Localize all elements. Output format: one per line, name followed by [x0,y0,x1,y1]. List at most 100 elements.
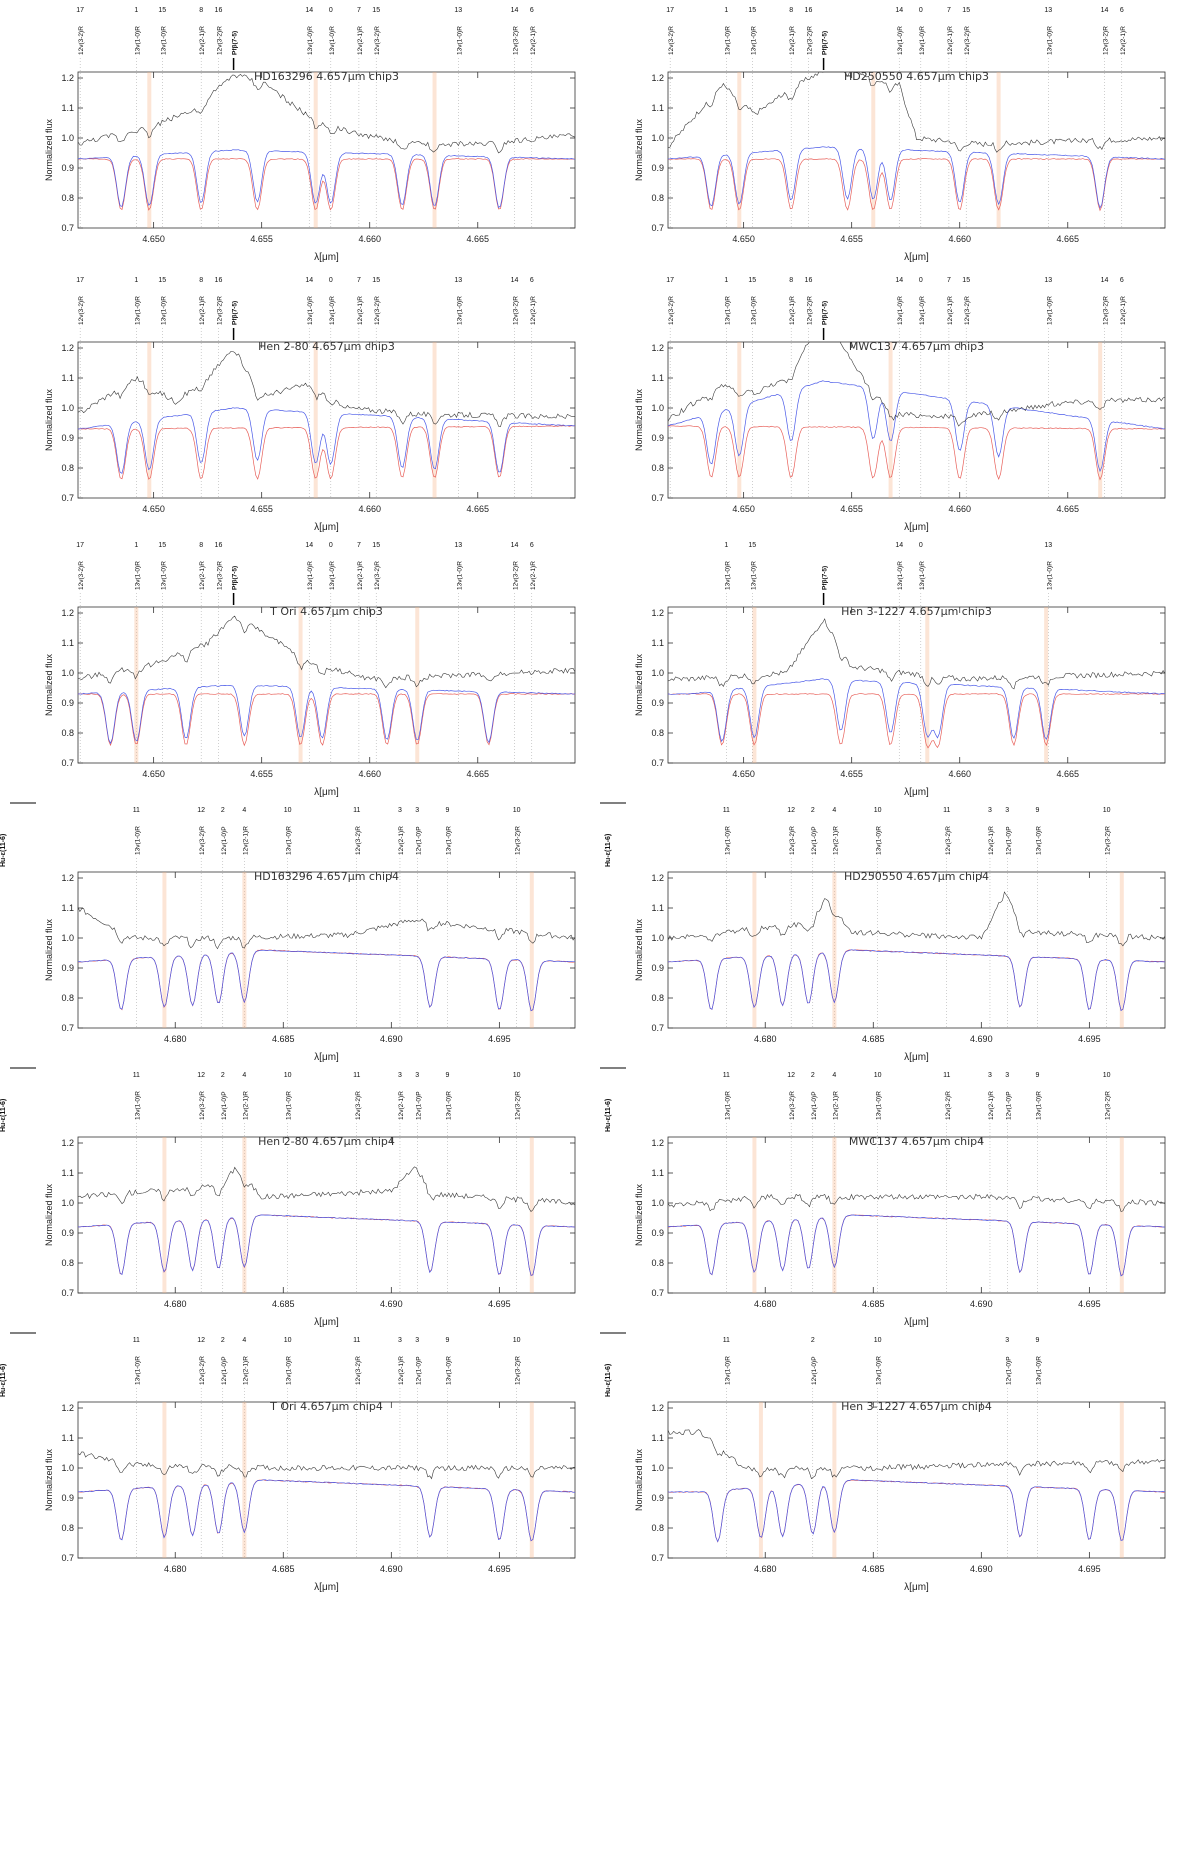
chart-title: MWC137 4.657μm chip3 [849,340,984,353]
line-id-label: 12v(3-2)R [512,26,519,55]
side-label: Hu-ε(11-6) [0,834,7,867]
plot-frame [667,341,1166,499]
y-tick-label: 0.9 [61,163,74,173]
y-tick-label: 1.0 [651,1198,664,1208]
x-tick-label: 4.680 [754,1564,777,1574]
line-id-group: 12v(1-0)P [221,1091,228,1120]
line-id-group: 13v(1-0)R [307,26,314,55]
x-tick-label: 4.665 [466,769,489,779]
line-id-group: 13v(1-0)R [1046,296,1053,325]
line-number-label: 3 [398,1072,402,1079]
line-id-group: 13v(1-0)R [160,26,167,55]
line-id-group: 12v(3-2)R [964,26,971,55]
plot-frame [77,871,576,1029]
line-number-label: 15 [372,277,380,284]
line-id-group: 12v(3-2)R [199,826,206,855]
x-tick-label: 4.695 [1078,1564,1101,1574]
model-blue-series [667,1214,1166,1277]
y-tick-label: 1.2 [651,608,664,618]
y-axis-label-group: Normalized flux [634,118,644,181]
model-red-series [667,425,1166,481]
spectrum-chart: Hu-ε(11-6) 11 13v(1-0)R 2 12v(1-0)P 10 13v(1-0… [600,1332,1166,1593]
y-tick-label: 1.1 [651,373,664,383]
line-id-group: 12v(3-2)R [355,1356,362,1385]
x-tick-label: 4.660 [948,234,971,244]
line-id-group: 13v(1-0)R [134,1356,141,1385]
line-id-label: 12v(2-1)R [398,1356,405,1385]
y-tick-label: 0.7 [61,758,74,768]
model-red-series [667,949,1166,1011]
x-tick-label: 4.690 [970,1034,993,1044]
x-tick-label: 4.685 [862,1299,885,1309]
line-id-label: 12v(2-1)R [398,826,405,855]
line-id-group: 12v(3-2)R [806,26,813,55]
line-id-group: 12v(3-2)R [199,1091,206,1120]
y-tick-label: 1.1 [651,638,664,648]
x-tick-label: 4.655 [250,234,273,244]
line-id-label: 12v(3-2)R [78,296,85,325]
side-label: Hu-ε(11-6) [605,1364,612,1397]
line-id-group: 12v(3-2)R [355,826,362,855]
line-id-group: 12v(3-2)R [78,26,85,55]
line-number-label: 16 [215,542,223,549]
telluric-band [832,872,837,1028]
line-number-label: 4 [242,1337,246,1344]
y-axis-label: Normalized flux [44,918,54,981]
line-id-label: 13v(1-0)R [919,561,926,590]
line-id-label: 12v(2-1)R [530,26,537,55]
plot-frame [667,606,1166,764]
line-number-label: 17 [666,277,674,284]
line-id-label: 13v(1-0)R [1046,26,1053,55]
plot-frame [667,1136,1166,1294]
line-id-group: 12v(1-0)P [811,1091,818,1120]
y-tick-label: 1.1 [651,1433,664,1443]
line-id-label: 12v(2-1)R [789,26,796,55]
line-id-label: 12v(1-0)P [221,1356,228,1385]
line-number-label: 14 [1101,277,1109,284]
chart-title: Hen 3-1227 4.657μm chip4 [841,1400,992,1413]
line-id-group: 12v(3-2)R [355,1091,362,1120]
y-tick-label: 1.2 [61,1138,74,1148]
line-number-label: 16 [215,277,223,284]
line-id-label: 13v(1-0)R [134,296,141,325]
x-tick-label: 4.660 [358,234,381,244]
line-id-group: 12v(1-0)P [1005,826,1012,855]
line-id-group: 13v(1-0)R [456,296,463,325]
line-id-group: 13v(1-0)R [307,296,314,325]
line-id-label: 12v(3-2)R [789,826,796,855]
spectrum-chart: Hu-ε(11-6) 11 13v(1-0)R 12 12v(3-2)R 2 12v(1-0… [600,1067,1166,1328]
y-tick-label: 0.9 [651,433,664,443]
line-number-label: 7 [947,7,951,14]
line-number-label: 3 [988,1072,992,1079]
line-id-label: 13v(1-0)R [446,826,453,855]
spectrum-chart: 17 12v(3-2)R 1 13v(1-0)R 15 13v(1-0)R 8 12v(2-1… [634,277,1166,533]
line-id-label: 12v(2-1)R [357,26,364,55]
line-number-label: 17 [76,7,84,14]
line-id-label: 12v(3-2)R [355,1091,362,1120]
line-id-group: 13v(1-0)R [329,296,336,325]
observed-series [667,891,1166,947]
line-id-group: 12v(1-0)P [811,1356,818,1385]
line-id-label: 12v(3-2)R [216,26,223,55]
line-number-label: 2 [811,1337,815,1344]
line-number-label: 2 [221,1337,225,1344]
model-red-series [77,693,576,747]
x-tick-label: 4.695 [1078,1034,1101,1044]
chart-title: MWC137 4.657μm chip4 [849,1135,984,1148]
line-id-group: Pfβ(7-5) [232,566,239,590]
line-number-label: 17 [666,7,674,14]
observed-series [667,1429,1166,1480]
telluric-band [313,72,318,228]
line-id-label: 13v(1-0)R [1046,561,1053,590]
line-id-group: 12v(3-2)R [199,1356,206,1385]
line-id-group: 12v(3-2)R [512,561,519,590]
side-label-text: Hu-ε(11-6) [0,834,7,867]
line-id-group: 13v(1-0)R [724,1091,731,1120]
line-id-group: 13v(1-0)R [897,561,904,590]
side-label-text: Hu-ε(11-6) [605,834,612,867]
line-number-label: 8 [789,7,793,14]
line-id-label: 12v(1-0)P [1005,1356,1012,1385]
line-number-label: 9 [446,1337,450,1344]
line-id-label: 12v(3-2)R [374,561,381,590]
